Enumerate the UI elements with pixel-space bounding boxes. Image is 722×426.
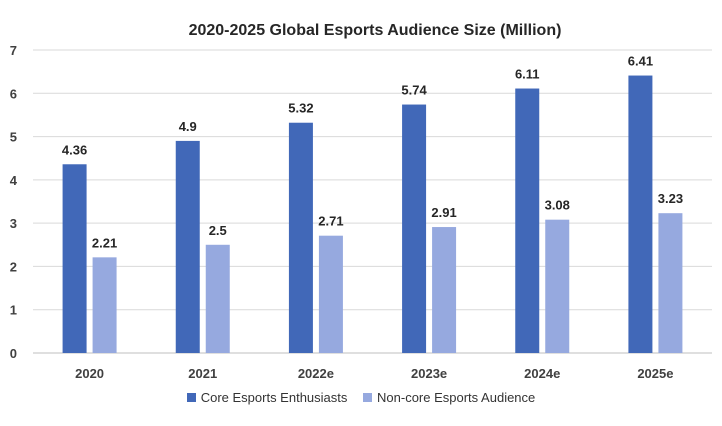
bar-core: [515, 88, 540, 353]
bar-core: [628, 75, 653, 353]
data-label: 3.08: [545, 198, 570, 213]
data-label: 5.32: [288, 101, 313, 116]
bar-noncore: [545, 219, 570, 353]
data-labels: 4.36 2.21 4.9 2.5 5.32 2.71 5.74 2.91 6.11 3.08 6.…: [62, 54, 683, 251]
legend: Core Esports Enthusiasts Non-core Esport…: [0, 390, 722, 405]
chart-title: 2020-2025 Global Esports Audience Size (…: [189, 22, 562, 39]
legend-swatch-noncore: [363, 393, 373, 402]
bar-noncore: [658, 213, 683, 353]
bar-noncore: [205, 244, 230, 353]
y-tick-label: 3: [10, 216, 17, 231]
legend-item-core: Core Esports Enthusiasts: [186, 390, 348, 405]
bar-chart: 2020-2025 Global Esports Audience Size (…: [10, 22, 712, 381]
x-tick-label: 2021: [188, 366, 217, 381]
bar-noncore: [432, 227, 457, 353]
y-tick-label: 2: [10, 259, 17, 274]
gridlines: [33, 49, 712, 354]
bar-core: [402, 104, 427, 353]
y-tick-label: 5: [10, 130, 17, 145]
x-axis: 2020 2021 2022e 2023e 2024e 2025e: [75, 366, 673, 381]
bar-noncore: [92, 257, 117, 353]
legend-swatch-core: [186, 393, 196, 402]
data-label: 6.11: [515, 67, 540, 82]
x-tick-label: 2022e: [298, 366, 334, 381]
bar-core: [62, 164, 87, 353]
data-label: 4.36: [62, 142, 87, 157]
data-label: 2.71: [318, 214, 343, 229]
y-tick-label: 0: [10, 346, 17, 361]
data-label: 6.41: [628, 54, 653, 69]
y-axis: 0 1 2 3 4 5 6 7: [10, 43, 18, 361]
bar-core: [175, 140, 200, 353]
data-label: 2.21: [92, 235, 117, 250]
x-tick-label: 2020: [75, 366, 104, 381]
legend-label-noncore: Non-core Esports Audience: [377, 390, 536, 405]
data-label: 2.91: [431, 205, 456, 220]
y-tick-label: 1: [10, 303, 17, 318]
x-tick-label: 2024e: [524, 366, 560, 381]
legend-label-core: Core Esports Enthusiasts: [200, 390, 348, 405]
bar-noncore: [318, 235, 343, 353]
data-label: 4.9: [179, 119, 197, 134]
x-tick-label: 2023e: [411, 366, 447, 381]
bar-core: [288, 122, 313, 353]
data-label: 2.5: [209, 223, 227, 238]
y-tick-label: 6: [10, 86, 17, 101]
y-tick-label: 7: [10, 43, 17, 58]
data-label: 5.74: [401, 83, 427, 98]
y-tick-label: 4: [10, 173, 18, 188]
legend-item-noncore: Non-core Esports Audience: [363, 390, 535, 405]
data-label: 3.23: [658, 191, 683, 206]
bars: [62, 75, 683, 353]
x-tick-label: 2025e: [637, 366, 673, 381]
